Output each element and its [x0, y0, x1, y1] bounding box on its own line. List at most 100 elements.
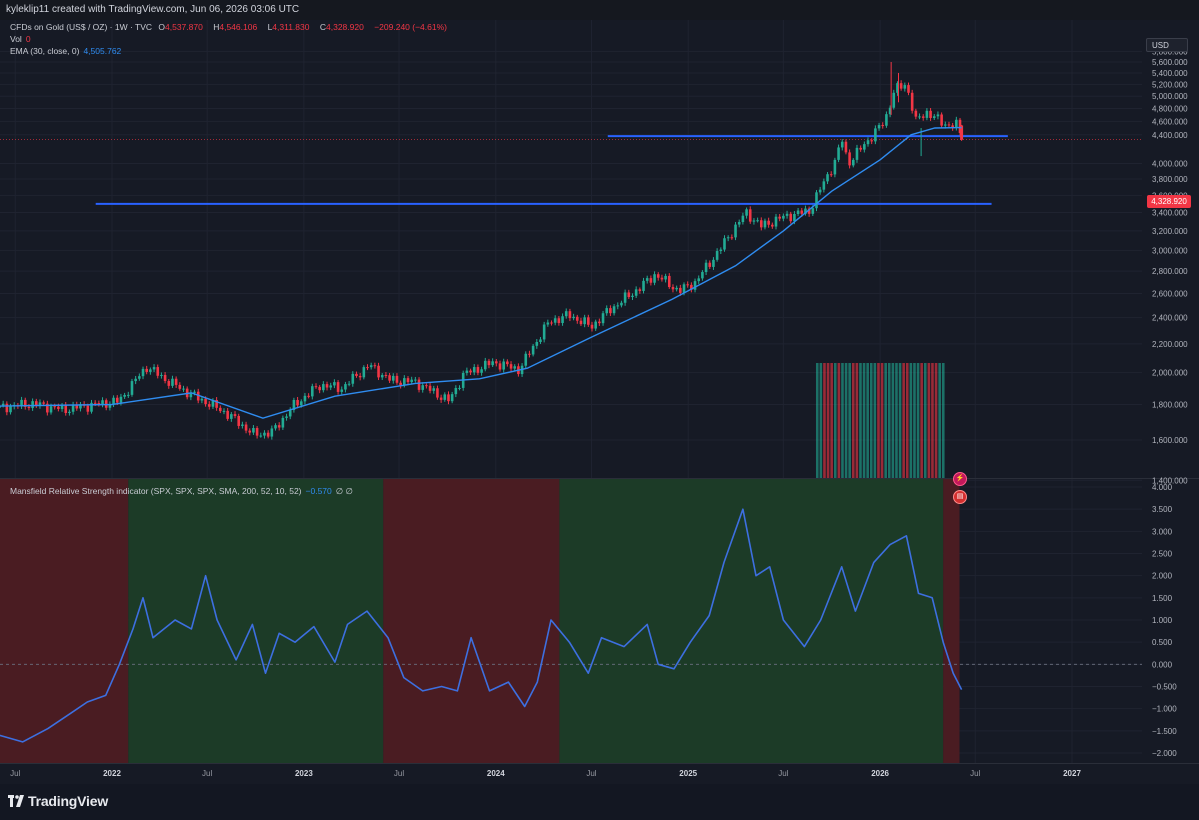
time-tick-label: 2026: [871, 769, 889, 778]
candle-body: [465, 370, 469, 373]
lightning-icon[interactable]: ⚡: [953, 472, 967, 486]
candle-body: [623, 292, 627, 303]
candle-body: [340, 389, 344, 392]
candle-body: [888, 107, 892, 115]
time-tick-label: Jul: [586, 769, 596, 778]
candle-body: [115, 397, 119, 403]
candle-body: [75, 404, 79, 409]
candle-body: [476, 367, 480, 373]
volume-bar: [913, 363, 916, 478]
volume-bar: [819, 363, 823, 478]
currency-badge[interactable]: USD: [1146, 38, 1188, 52]
candle-body: [403, 378, 406, 386]
candle-body: [649, 278, 653, 283]
candle-body: [874, 128, 877, 142]
price-tick-label: 4,600.000: [1152, 117, 1188, 126]
candle-body: [443, 394, 447, 400]
time-tick-label: 2023: [295, 769, 313, 778]
candle-body: [539, 339, 542, 342]
candle-body: [152, 367, 156, 370]
volume-bar: [941, 363, 945, 478]
candle-body: [741, 215, 745, 223]
legend-high: H4,546.106: [213, 22, 263, 32]
candle-body: [31, 401, 34, 408]
volume-bar: [923, 363, 927, 478]
candle-body: [388, 375, 391, 381]
tradingview-brand: TradingView: [28, 793, 109, 809]
candle-body: [535, 341, 539, 346]
candle-body: [222, 410, 226, 412]
candle-body: [793, 213, 796, 222]
candle-body: [406, 378, 410, 383]
candle-body: [947, 124, 951, 126]
volume-bar: [826, 363, 830, 478]
indicator-tick-label: 3.500: [1152, 505, 1173, 514]
volume-bar: [877, 363, 880, 478]
legend-volume[interactable]: Vol 0: [10, 34, 35, 44]
candle-body: [723, 238, 726, 250]
candle-body: [369, 365, 373, 368]
candle-body: [848, 152, 851, 166]
candle-body: [804, 208, 807, 214]
legend-ema[interactable]: EMA (30, close, 0) 4,505.762: [10, 46, 125, 56]
candle-body: [421, 385, 425, 390]
legend-ohlc[interactable]: CFDs on Gold (US$ / OZ) · 1W · TVC O4,53…: [10, 22, 451, 32]
price-tick-label: 3,000.000: [1152, 246, 1188, 255]
candle-body: [932, 116, 936, 118]
candle-body: [23, 399, 27, 407]
candle-body: [311, 386, 314, 397]
legend-close: C4,328.920: [320, 22, 370, 32]
volume-bar: [934, 363, 938, 478]
candle-body: [509, 364, 513, 369]
rs-regime-band: [128, 479, 384, 763]
candle-body: [171, 378, 174, 386]
candle-body: [193, 391, 196, 393]
indicator-tick-label: 3.000: [1152, 527, 1173, 536]
rs-regime-band: [383, 479, 560, 763]
legend-indicator[interactable]: Mansfield Relative Strength indicator (S…: [10, 486, 357, 497]
candle-body: [9, 406, 12, 413]
candle-body: [822, 181, 826, 190]
candle-body: [866, 140, 870, 145]
volume-bar: [891, 363, 895, 478]
candle-body: [130, 381, 134, 395]
event-icons[interactable]: ⚡ ▤: [953, 472, 967, 504]
candle-body: [233, 414, 237, 416]
candle-body: [259, 435, 263, 437]
volume-bar: [851, 363, 855, 478]
price-tick-label: 5,200.000: [1152, 80, 1188, 89]
candle-body: [483, 360, 487, 370]
candle-body: [163, 374, 167, 381]
candle-body: [840, 141, 844, 148]
candle-body: [248, 430, 252, 433]
candle-body: [491, 361, 494, 366]
candle-body: [425, 385, 428, 387]
candle-body: [542, 324, 546, 340]
candle-body: [362, 367, 366, 378]
candle-body: [892, 92, 896, 108]
candle-body: [737, 222, 741, 225]
candle-body: [156, 367, 160, 376]
rs-regime-band: [943, 479, 960, 763]
candle-body: [870, 140, 873, 142]
candle-body: [785, 213, 789, 216]
candle-body: [620, 302, 623, 306]
candle-body: [53, 406, 56, 408]
candle-body: [126, 394, 130, 396]
legend-vol-label: Vol: [10, 34, 22, 44]
rs-line: [0, 508, 963, 743]
price-tick-label: 4,000.000: [1152, 160, 1188, 169]
candle-body: [708, 262, 712, 267]
candle-body: [226, 410, 229, 419]
chart-area[interactable]: 5,800.0005,600.0005,400.0005,200.0005,00…: [0, 20, 1199, 784]
candle-body: [447, 394, 450, 402]
indicator-tick-label: 4.000: [1152, 483, 1173, 492]
us-flag-icon[interactable]: ▤: [953, 490, 967, 504]
chart-canvas[interactable]: 5,800.0005,600.0005,400.0005,200.0005,00…: [0, 20, 1199, 784]
candle-body-last: [960, 125, 964, 140]
volume-bar: [823, 363, 826, 478]
candle-body: [642, 280, 645, 291]
candle-body: [667, 275, 671, 288]
price-tick-label: 1,800.000: [1152, 400, 1188, 409]
candle-body: [167, 380, 171, 386]
